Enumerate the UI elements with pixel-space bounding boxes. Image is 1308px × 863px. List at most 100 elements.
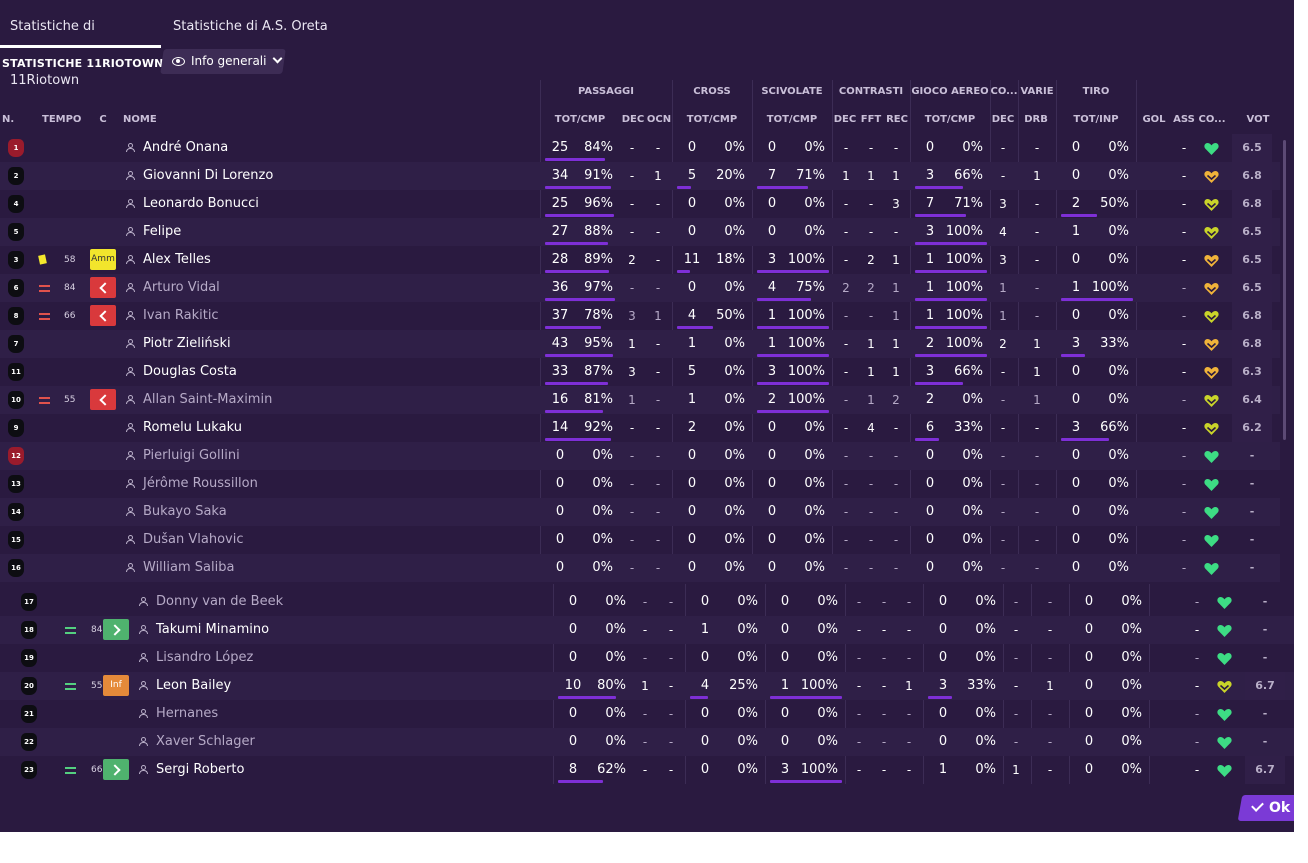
role-badge[interactable] bbox=[90, 305, 116, 326]
role-badge[interactable] bbox=[103, 619, 129, 640]
player-row[interactable]: 13 Jérôme Roussillon 0 0% - - 0 0% 0 0% - - - 0 0% - - 0 0… bbox=[0, 470, 1280, 498]
player-name[interactable]: Arturo Vidal bbox=[143, 280, 220, 295]
tab-away-stats[interactable]: Statistiche di A.S. Oreta bbox=[173, 19, 328, 34]
stat-value: 4 bbox=[999, 225, 1007, 239]
player-name[interactable]: Alex Telles bbox=[143, 252, 211, 267]
player-name[interactable]: Xaver Schlager bbox=[156, 734, 255, 749]
shirt-number-icon: 9 bbox=[8, 419, 24, 437]
shirt-number-icon: 4 bbox=[8, 195, 24, 213]
column-header[interactable]: TOT/CMP bbox=[924, 114, 976, 125]
player-name[interactable]: Bukayo Saka bbox=[143, 504, 227, 519]
player-name[interactable]: Giovanni Di Lorenzo bbox=[143, 168, 274, 183]
stat-total: 0 bbox=[767, 560, 777, 575]
column-header[interactable]: ASS bbox=[1173, 114, 1195, 125]
player-row[interactable]: 11 Douglas Costa 33 87% 3-5 0% 3 100% -1 1 3 66% -1 0… bbox=[0, 358, 1280, 386]
column-header[interactable]: TOT/CMP bbox=[686, 114, 738, 125]
stat-total: 0 bbox=[568, 594, 578, 609]
player-row[interactable]: 16 William Saliba 0 0% - - 0 0% 0 0% - - - 0 0% - - 0 0% - - bbox=[0, 554, 1280, 582]
stat-percent: 84% bbox=[584, 140, 613, 155]
player-name[interactable]: Leonardo Bonucci bbox=[143, 196, 259, 211]
player-row[interactable]: 21 Hernanes 0 0% - - 0 0% 0 0% - - - 0 0% - - 0 0% - - bbox=[0, 700, 1294, 728]
player-row[interactable]: 9 Romelu Lukaku 14 92% - - 2 0% 0 0% - 4 - 6 33% - - 3 66%… bbox=[0, 414, 1280, 442]
column-header[interactable]: CO... bbox=[1198, 114, 1226, 125]
role-badge[interactable]: Inf bbox=[103, 675, 129, 696]
player-name[interactable]: Ivan Rakitic bbox=[143, 308, 219, 323]
player-name[interactable]: Jérôme Roussillon bbox=[143, 476, 258, 491]
stat-value: - bbox=[1013, 623, 1019, 637]
player-row[interactable]: 8 66 Ivan Rakitic 37 78% 3 1 4 50% 1 100% - -1 1 100% 1… bbox=[0, 302, 1280, 330]
player-row[interactable]: 6 84 Arturo Vidal 36 97% - - 0 0% 4 75% 2 2 1 1 100% 1 - 1… bbox=[0, 274, 1280, 302]
stat-value: - bbox=[1034, 225, 1040, 239]
player-row[interactable]: 18 84 Takumi Minamino 0 0% - - 1 0% 0 0% - - - 0 0% - - 0 0… bbox=[0, 616, 1294, 644]
stat-value bbox=[1142, 414, 1166, 442]
stat-value: - bbox=[893, 141, 899, 155]
column-header[interactable]: TOT/CMP bbox=[766, 114, 818, 125]
stat-value: - bbox=[629, 197, 635, 211]
tab-home-stats[interactable]: Statistiche di 11Riotown bbox=[0, 0, 161, 88]
player-row[interactable]: 19 Lisandro López 0 0% - - 0 0% 0 0% - - - 0 0% - - 0 0% - - bbox=[0, 644, 1294, 672]
stat-total: 1 bbox=[767, 336, 777, 351]
player-row[interactable]: 15 Dušan Vlahovic 0 0% - - 0 0% 0 0% - - - 0 0% - - 0 0% - - bbox=[0, 526, 1280, 554]
player-name[interactable]: Felipe bbox=[143, 224, 182, 239]
player-row[interactable]: 2 Giovanni Di Lorenzo 34 91% - 1 5 20% 7 71% 1 1 1 3 6… bbox=[0, 162, 1280, 190]
player-row[interactable]: 17 Donny van de Beek 0 0% - - 0 0% 0 0% - - - 0 0% - - 0 0… bbox=[0, 588, 1294, 616]
player-name[interactable]: Donny van de Beek bbox=[156, 594, 284, 609]
column-header[interactable]: FFT bbox=[860, 114, 882, 125]
stat-total: 1 bbox=[767, 308, 777, 323]
column-header[interactable]: DRB bbox=[1024, 114, 1048, 125]
column-header[interactable]: C bbox=[99, 114, 107, 125]
stat-percent: 0% bbox=[737, 650, 758, 665]
player-row[interactable]: 4 Leonardo Bonucci 25 96% - - 0 0% 0 0% - - 3 7 71% 3 - 2… bbox=[0, 190, 1280, 218]
player-row[interactable]: 10 55 Allan Saint-Maximin 16 81% 1-1 0% 2 100% -1… bbox=[0, 386, 1280, 414]
completion-bar bbox=[757, 186, 808, 189]
player-row[interactable]: 7 Piotr Zieliński 43 95% 1 - 1 0% 1 100% - 1 1 2 100% 2… bbox=[0, 330, 1280, 358]
player-row[interactable]: 1 André Onana 25 84% - - 0 0% 0 0% - - - 0 0% - - 0 0% - 6.5 bbox=[0, 134, 1280, 162]
stat-value: 1 bbox=[867, 169, 875, 183]
player-row[interactable]: 5 Felipe 27 88% - - 0 0% 0 0% - - - 3 100% 4 - 1 0% - 6.5 bbox=[0, 218, 1280, 246]
role-badge[interactable] bbox=[90, 389, 116, 410]
column-header[interactable]: REC bbox=[886, 114, 908, 125]
role-badge[interactable] bbox=[90, 277, 116, 298]
column-header[interactable]: OCN bbox=[646, 114, 672, 125]
view-selector-button[interactable]: Info generali bbox=[160, 49, 286, 74]
stat-percent: 100% bbox=[945, 224, 983, 239]
player-name[interactable]: Sergi Roberto bbox=[156, 762, 245, 777]
column-header[interactable]: TOT/INP bbox=[1073, 114, 1119, 125]
column-header[interactable]: DEC bbox=[991, 114, 1015, 125]
player-row[interactable]: 14 Bukayo Saka 0 0% - - 0 0% 0 0% - - - 0 0% - - 0 0% - - bbox=[0, 498, 1280, 526]
player-name[interactable]: Hernanes bbox=[156, 706, 219, 721]
player-name[interactable]: Lisandro López bbox=[156, 650, 254, 665]
player-name[interactable]: Dušan Vlahovic bbox=[143, 532, 244, 547]
player-name[interactable]: Piotr Zieliński bbox=[143, 336, 231, 351]
stat-value: - bbox=[1034, 253, 1040, 267]
column-header[interactable]: N. bbox=[2, 114, 15, 125]
ok-button[interactable]: Ok bbox=[1237, 795, 1294, 821]
stat-total: 0 bbox=[700, 594, 710, 609]
player-row[interactable]: 22 Xaver Schlager 0 0% - - 0 0% 0 0% - - - 0 0% - - 0 0% - - bbox=[0, 728, 1294, 756]
stat-percent: 96% bbox=[584, 196, 613, 211]
rating-value: 6.7 bbox=[1245, 756, 1285, 784]
column-header[interactable]: TEMPO bbox=[42, 114, 82, 125]
stat-percent: 0% bbox=[724, 140, 745, 155]
column-header[interactable]: DEC bbox=[833, 114, 857, 125]
player-name[interactable]: Leon Bailey bbox=[156, 678, 232, 693]
player-row[interactable]: 20 55 Inf Leon Bailey 10 80% 1-4 25% 1 100% - -1 3 33… bbox=[0, 672, 1294, 700]
table-scrollbar[interactable] bbox=[1283, 140, 1286, 440]
column-header[interactable]: VOT bbox=[1246, 114, 1270, 125]
player-row[interactable]: 12 Pierluigi Gollini 0 0% - - 0 0% 0 0% - - - 0 0% - - 0 0… bbox=[0, 442, 1280, 470]
column-header[interactable]: TOT/CMP bbox=[554, 114, 606, 125]
player-name[interactable]: Takumi Minamino bbox=[156, 622, 270, 637]
player-name[interactable]: André Onana bbox=[143, 140, 229, 155]
player-row[interactable]: 23 66 Sergi Roberto 8 62% - - 0 0% 3 100% - - - 1 0% 1 - 0… bbox=[0, 756, 1294, 784]
column-header[interactable]: NOME bbox=[123, 114, 157, 125]
role-badge[interactable] bbox=[103, 759, 129, 780]
column-header[interactable]: DEC bbox=[621, 114, 645, 125]
player-name[interactable]: Allan Saint-Maximin bbox=[143, 392, 273, 407]
player-row[interactable]: 3 58 Amm Alex Telles 28 89% 2-11 18% 3 100% -2 1 1 10… bbox=[0, 246, 1280, 274]
role-badge[interactable]: Amm bbox=[90, 249, 116, 270]
column-header[interactable]: GOL bbox=[1142, 114, 1166, 125]
player-name[interactable]: William Saliba bbox=[143, 560, 235, 575]
player-name[interactable]: Romelu Lukaku bbox=[143, 420, 242, 435]
player-name[interactable]: Douglas Costa bbox=[143, 364, 237, 379]
player-name[interactable]: Pierluigi Gollini bbox=[143, 448, 240, 463]
